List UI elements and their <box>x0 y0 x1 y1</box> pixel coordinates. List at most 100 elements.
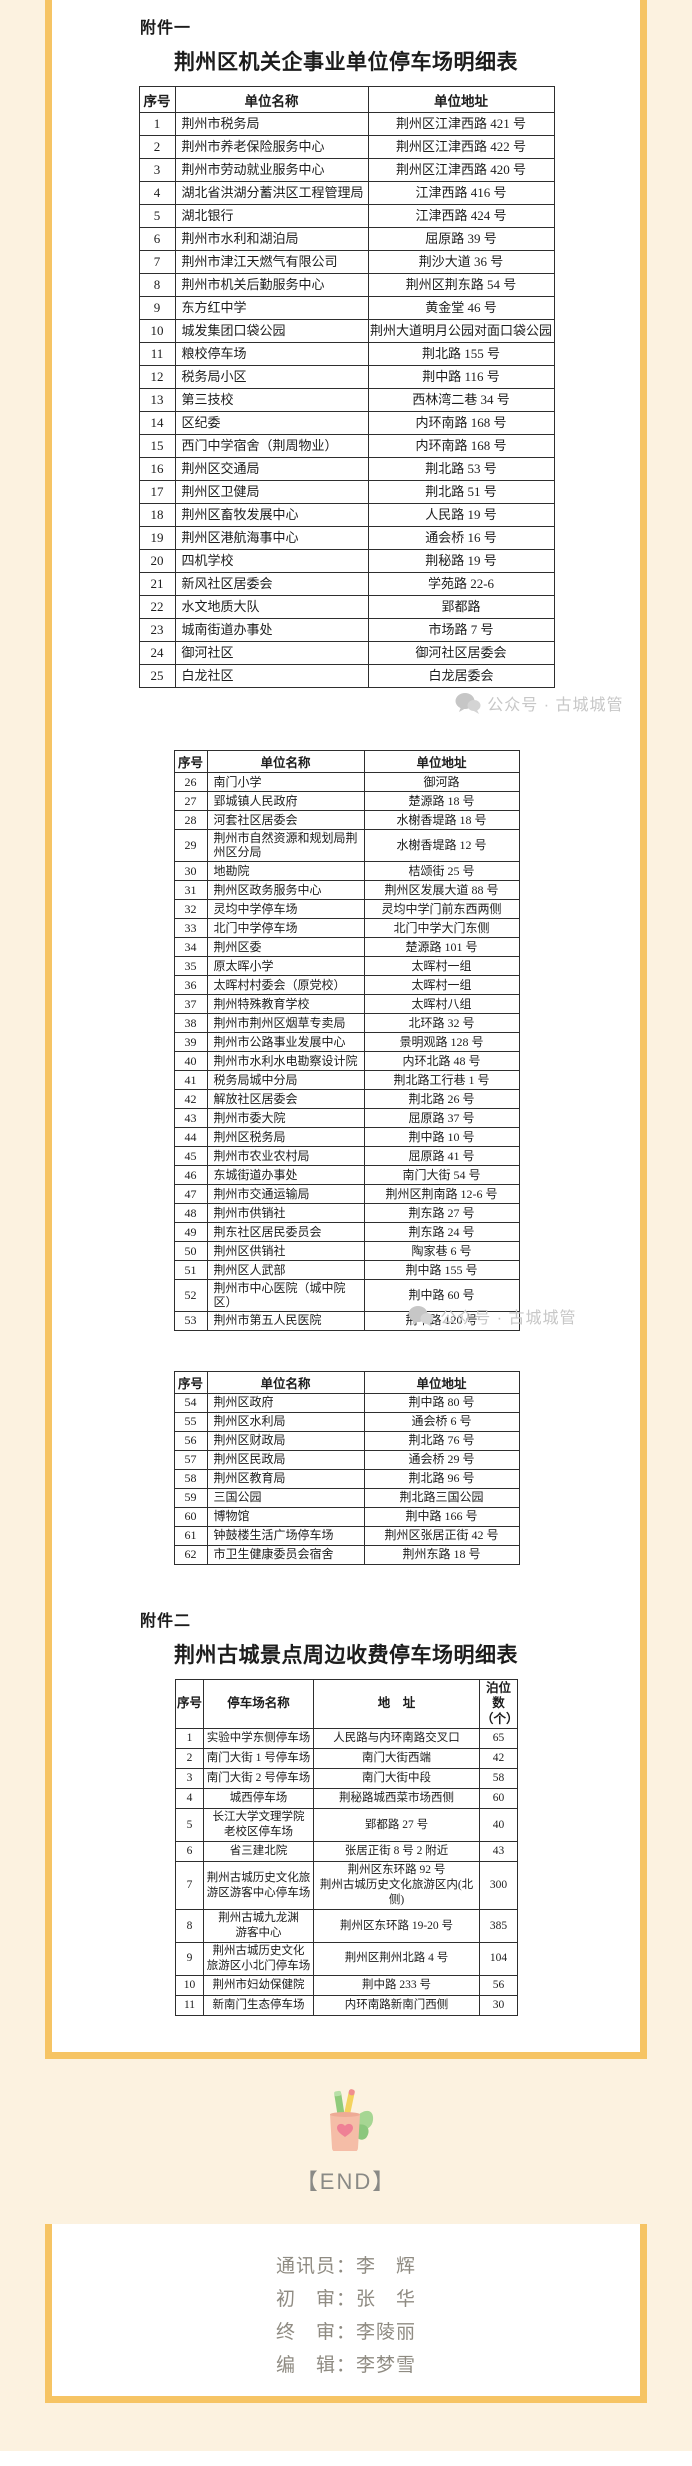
table-row: 47 荆州市交通运输局 荆州区荆南路 12-6 号 <box>173 1183 520 1204</box>
table-row: 7 荆州古城历史文化旅 游区游客中心停车场 荆州区东环路 92 号 荆州古城历史文化… <box>175 1861 518 1911</box>
table-cell: 荆中路 80 号 <box>363 1392 520 1413</box>
credit-line-correspondent: 通讯员：李 辉 <box>275 2255 416 2277</box>
table-cell: 屈原路 39 号 <box>367 227 555 251</box>
table-cell: 荆北路 51 号 <box>367 480 555 504</box>
table-row: 15 西门中学宿舍（荆周物业） 内环南路 168 号 <box>138 434 555 458</box>
table-row: 59 三国公园 荆北路三国公园 <box>173 1487 520 1508</box>
table-row: 29 荆州市自然资源和规划局荆州区分局 水榭香堤路 12 号 <box>173 829 520 862</box>
table-row: 49 荆东社区居民委员会 荆东路 24 号 <box>173 1221 520 1242</box>
table-cell: 荆中路 60 号 <box>363 1278 520 1312</box>
table-cell: 北环路 32 号 <box>363 1012 520 1033</box>
table-cell: 38 <box>173 1012 208 1033</box>
table-row: 39 荆州市公路事业发展中心 景明观路 128 号 <box>173 1031 520 1052</box>
table-cell: 荆州区张居正街 42 号 <box>363 1525 520 1546</box>
table-cell: 14 <box>138 411 176 435</box>
table-cell: 荆州区东环路 19-20 号 <box>313 1909 480 1943</box>
table-cell: 水榭香堤路 12 号 <box>363 829 520 862</box>
table-cell: 南门小学 <box>206 772 365 792</box>
table-cell: 荆北路工行巷 1 号 <box>363 1069 520 1090</box>
table-cell: 300 <box>479 1861 518 1911</box>
table-row: 58 荆州区教育局 荆北路 96 号 <box>173 1468 520 1489</box>
table-cell: 荆州区政务服务中心 <box>206 879 365 900</box>
table-cell: 税务局小区 <box>174 365 369 389</box>
table-cell: 2 <box>175 1748 204 1770</box>
table-cell: 2 <box>138 135 176 159</box>
parking-table-3: 序号 单位名称 单位地址 54 荆州区政府 荆中路 80 号 55 荆州区水利局 通会桥 6 号… <box>173 1370 520 1565</box>
table-cell: 西门中学宿舍（荆周物业） <box>174 434 369 458</box>
table-cell: 桔颂街 25 号 <box>363 860 520 881</box>
wechat-icon <box>455 693 481 714</box>
table-row: 5 湖北银行 江津西路 424 号 <box>138 204 555 228</box>
credits: 通讯员：李 辉 初 审：张 华 终 审：李陵丽 编 辑：李梦雪 <box>52 2250 640 2382</box>
table-row: 43 荆州市委大院 屈原路 37 号 <box>173 1107 520 1128</box>
table-cell: 11 <box>138 342 176 366</box>
table-row: 16 荆州区交通局 荆北路 53 号 <box>138 457 555 481</box>
table-cell: 荆州市供销社 <box>206 1202 365 1223</box>
credit-line-editor: 编 辑：李梦雪 <box>275 2354 416 2376</box>
table-cell: 荆州市荆州区烟草专卖局 <box>206 1012 365 1033</box>
table-cell: 45 <box>173 1145 208 1166</box>
table-cell: 郢都路 27 号 <box>313 1808 480 1843</box>
table-row: 40 荆州市水利水电勘察设计院 内环北路 48 号 <box>173 1050 520 1071</box>
table3-wrapper: 序号 单位名称 单位地址 54 荆州区政府 荆中路 80 号 55 荆州区水利局 通会桥 6 号… <box>173 1370 520 1565</box>
table-cell: 城发集团口袋公园 <box>174 319 369 343</box>
table-row: 25 白龙社区 白龙居委会 <box>138 664 555 688</box>
credit-line-first-review: 初 审：张 华 <box>275 2288 416 2310</box>
table-row: 17 荆州区卫健局 荆北路 51 号 <box>138 480 555 504</box>
table-cell: 内环南路新南门西侧 <box>313 1994 480 2016</box>
table-cell: 御河路 <box>363 772 520 792</box>
table-cell: 楚源路 18 号 <box>363 791 520 811</box>
table-cell: 60 <box>173 1506 208 1527</box>
table-row: 24 御河社区 御河社区居委会 <box>138 641 555 665</box>
attachment1-title: 荆州区机关企事业单位停车场明细表 <box>174 50 518 74</box>
table-cell: 通会桥 6 号 <box>363 1411 520 1432</box>
table-cell: 荆州市公路事业发展中心 <box>206 1031 365 1052</box>
table-cell: 楚源路 101 号 <box>363 936 520 957</box>
table-row: 8 荆州古城九龙渊 游客中心 荆州区东环路 19-20 号 385 <box>175 1909 518 1943</box>
table-cell: 56 <box>173 1430 208 1451</box>
table-row: 3 南门大街 2 号停车场 南门大街中段 58 <box>175 1768 518 1790</box>
end-marker: 【END】 <box>295 2168 397 2194</box>
table-cell: 6 <box>175 1841 204 1863</box>
table-row: 53 荆州市第五人民医院 荆中路 120 号 <box>173 1310 520 1331</box>
table-cell: 15 <box>138 434 176 458</box>
table-cell: 50 <box>173 1240 208 1261</box>
table-row: 4 城西停车场 荆秘路城西菜市场西侧 60 <box>175 1788 518 1810</box>
column-header: 单位地址 <box>367 86 555 113</box>
table-cell: 荆州区卫健局 <box>174 480 369 504</box>
table-cell: 南门大街西端 <box>313 1748 480 1770</box>
table-row: 9 荆州古城历史文化 旅游区小北门停车场 荆州区荆州北路 4 号 104 <box>175 1942 518 1976</box>
table-cell: 南门大街 2 号停车场 <box>203 1768 314 1790</box>
table-cell: 内环北路 48 号 <box>363 1050 520 1071</box>
table-cell: 太晖村八组 <box>363 993 520 1014</box>
table-row: 42 解放社区居委会 荆北路 26 号 <box>173 1088 520 1109</box>
table-cell: 17 <box>138 480 176 504</box>
table-row: 18 荆州区畜牧发展中心 人民路 19 号 <box>138 503 555 527</box>
table-cell: 屈原路 37 号 <box>363 1107 520 1128</box>
table-cell: 灵均中学停车场 <box>206 898 365 919</box>
table-row: 41 税务局城中分局 荆北路工行巷 1 号 <box>173 1069 520 1090</box>
attachment-tables-card: 附件一 荆州区机关企事业单位停车场明细表 序号 单位名称 单位地址 1 荆州市税务局 荆州… <box>45 0 647 2059</box>
attachment2-label: 附件二 <box>140 1612 192 1630</box>
table-cell: 荆中路 166 号 <box>363 1506 520 1527</box>
table-cell: 13 <box>138 388 176 412</box>
table-row: 2 南门大街 1 号停车场 南门大街西端 42 <box>175 1748 518 1770</box>
table-cell: 52 <box>173 1278 208 1312</box>
table-cell: 21 <box>138 572 176 596</box>
table-cell: 59 <box>173 1487 208 1508</box>
table-cell: 荆州特殊教育学校 <box>206 993 365 1014</box>
column-header: 单位名称 <box>174 86 369 113</box>
column-header: 停车场名称 <box>203 1678 314 1730</box>
table-cell: 江津西路 416 号 <box>367 181 555 205</box>
table-cell: 43 <box>173 1107 208 1128</box>
table-row: 14 区纪委 内环南路 168 号 <box>138 411 555 435</box>
table-row: 55 荆州区水利局 通会桥 6 号 <box>173 1411 520 1432</box>
table-cell: 河套社区居委会 <box>206 810 365 830</box>
table-cell: 40 <box>479 1808 518 1843</box>
table-cell: 49 <box>173 1221 208 1242</box>
table-cell: 水榭香堤路 18 号 <box>363 810 520 830</box>
table-cell: 1 <box>175 1728 204 1750</box>
table-cell: 白龙社区 <box>174 664 369 688</box>
table-row: 30 地勘院 桔颂街 25 号 <box>173 860 520 881</box>
table-cell: 23 <box>138 618 176 642</box>
